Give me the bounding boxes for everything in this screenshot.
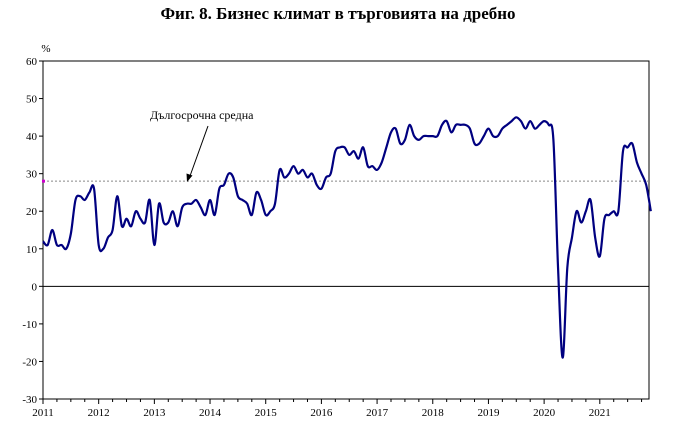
average-line-marker <box>42 179 45 183</box>
x-tick-label: 2013 <box>143 407 166 419</box>
y-tick-label: 40 <box>26 131 38 143</box>
x-tick-label: 2012 <box>88 407 110 419</box>
plot-area-border <box>42 60 650 400</box>
y-tick-label: 60 <box>26 56 38 68</box>
y-tick-label: 20 <box>26 206 38 218</box>
y-tick-label: -10 <box>22 319 37 331</box>
annotation-long-term-average: Дългосрочна средна <box>150 108 254 122</box>
y-axis-unit-label: % <box>41 43 50 55</box>
x-tick-label: 2015 <box>255 407 278 419</box>
x-tick-label: 2017 <box>366 407 389 419</box>
annotation-arrow <box>189 125 209 177</box>
annotation-arrow-head <box>186 173 193 182</box>
chart-title: Фиг. 8. Бизнес климат в търговията на др… <box>160 4 516 23</box>
series-line-business-climate <box>42 116 652 359</box>
x-tick-label: 2020 <box>533 407 556 419</box>
x-tick-label: 2014 <box>199 407 222 419</box>
x-tick-label: 2018 <box>422 407 445 419</box>
x-tick-label: 2019 <box>477 407 500 419</box>
y-tick-label: -20 <box>22 356 37 368</box>
x-tick-label: 2011 <box>32 407 54 419</box>
y-tick-label: 0 <box>32 281 38 293</box>
x-tick-label: 2021 <box>589 407 611 419</box>
y-tick-label: -30 <box>22 394 37 406</box>
y-tick-label: 10 <box>26 244 38 256</box>
y-tick-label: 30 <box>26 169 38 181</box>
x-tick-label: 2016 <box>310 407 333 419</box>
y-tick-label: 50 <box>26 94 38 106</box>
